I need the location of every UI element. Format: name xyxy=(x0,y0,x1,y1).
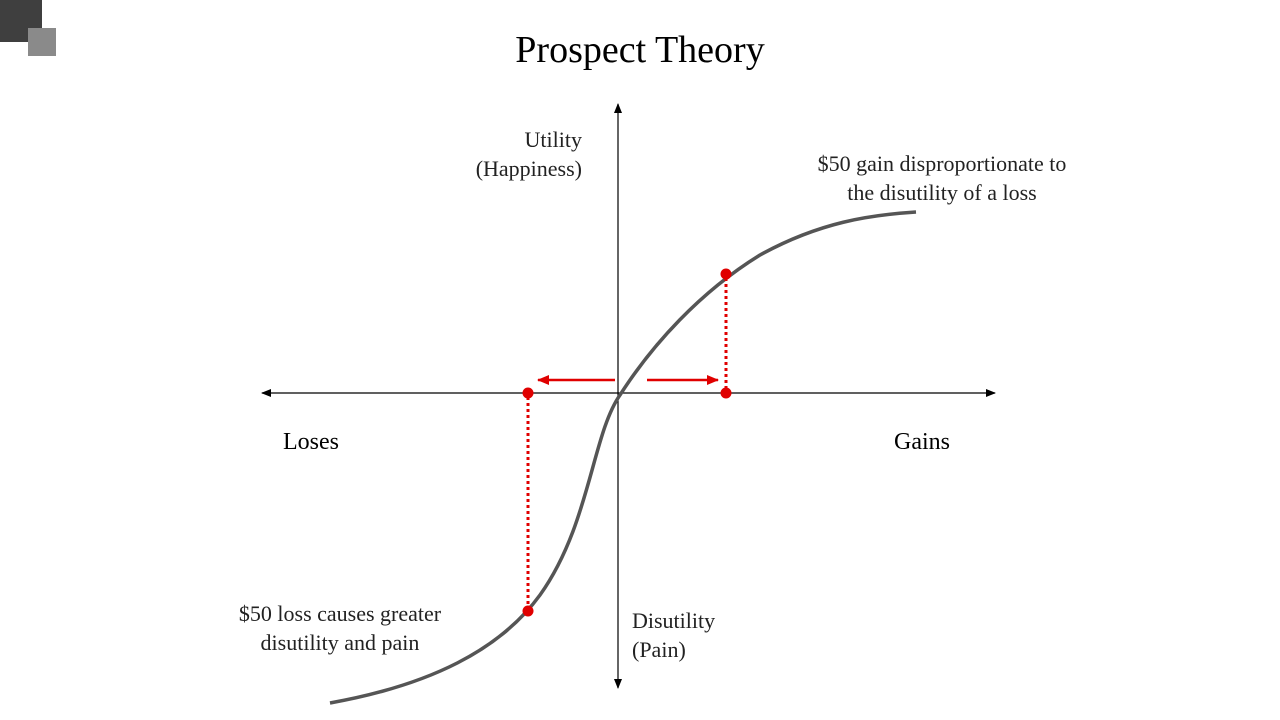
annotation: disutility and pain xyxy=(261,630,420,655)
value-curve xyxy=(329,210,917,705)
corner-square xyxy=(28,28,56,56)
annotation: the disutility of a loss xyxy=(847,180,1036,205)
point xyxy=(720,268,732,280)
axis-label: Utility xyxy=(525,127,582,152)
axis-label: Disutility xyxy=(632,608,715,633)
annotation: $50 loss causes greater xyxy=(239,601,442,626)
point xyxy=(522,387,534,399)
annotation: $50 gain disproportionate to xyxy=(818,151,1067,176)
axis-label: (Happiness) xyxy=(476,156,582,181)
point xyxy=(720,387,732,399)
title: Prospect Theory xyxy=(515,29,764,71)
axis-label: Gains xyxy=(894,429,950,455)
point xyxy=(522,605,534,617)
axis-label: Loses xyxy=(283,429,339,455)
axis-label: (Pain) xyxy=(632,637,686,662)
